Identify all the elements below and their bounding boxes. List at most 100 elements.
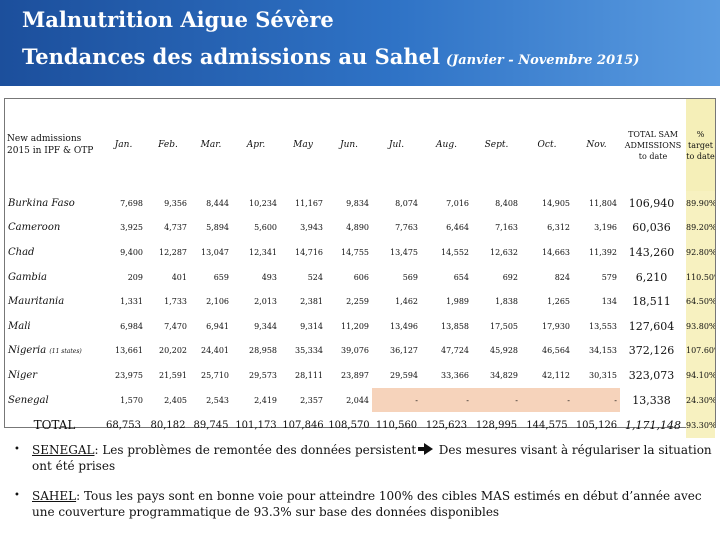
month-value: 21,591 — [159, 370, 187, 380]
month-value: 9,314 — [300, 321, 323, 331]
total-month-value: 125,623 — [425, 419, 468, 431]
month-value: 47,724 — [441, 346, 469, 356]
month-value: 1,570 — [120, 395, 143, 405]
month-value: 6,941 — [206, 321, 229, 331]
month-value: 606 — [353, 272, 369, 282]
month-value: 2,013 — [254, 297, 277, 307]
header-month: Jan. — [114, 140, 133, 150]
table-row: Burkina Faso 7,698 9,356 8,444 10,234 11,167 9… — [5, 191, 715, 216]
month-value: 45,928 — [490, 346, 518, 356]
table-row: Niger 23,975 21,591 25,710 29,573 28,111 23,89… — [5, 363, 715, 388]
note-text-a: : Tous les pays sont en bonne voie pour … — [32, 489, 702, 519]
grand-pct-value: 93.30% — [686, 412, 715, 439]
total-month-value: 107,846 — [282, 419, 324, 431]
country-name: Cameroon — [8, 222, 61, 234]
month-value: 42,112 — [542, 370, 570, 380]
month-value: 401 — [171, 272, 187, 282]
month-value: 9,356 — [164, 198, 187, 208]
month-value: 9,344 — [254, 321, 277, 331]
month-value: 7,163 — [495, 223, 518, 233]
month-value: 17,505 — [490, 321, 518, 331]
month-value: 7,470 — [164, 321, 187, 331]
header-month: Feb. — [158, 140, 178, 150]
month-value: 11,167 — [295, 198, 323, 208]
country-cell: Chad — [5, 240, 101, 265]
country-cell: Nigeria (11 states) — [5, 339, 101, 364]
month-value: 2,405 — [164, 395, 187, 405]
note-key: SENEGAL — [32, 443, 95, 457]
admissions-table: New admissions 2015 in IPF & OTP Jan. Feb… — [5, 99, 715, 439]
header-month: Nov. — [586, 140, 607, 150]
month-value: 39,076 — [341, 346, 369, 356]
month-value: 11,392 — [589, 247, 617, 257]
total-value: 60,036 — [632, 221, 671, 235]
country-cell: Senegal — [5, 388, 101, 413]
title-line-1: Malnutrition Aigue Sévère — [22, 7, 334, 32]
total-value: 18,511 — [632, 295, 671, 309]
month-value: 2,419 — [254, 395, 277, 405]
total-label: TOTAL — [33, 418, 76, 433]
total-month-value: 144,575 — [526, 419, 568, 431]
month-value: 9,834 — [346, 198, 369, 208]
month-value: 13,496 — [390, 321, 418, 331]
month-value: 1,331 — [120, 297, 143, 307]
total-month-value: 108,570 — [328, 419, 370, 431]
pct-value: 89.90% — [686, 191, 715, 216]
month-value: 5,894 — [206, 223, 229, 233]
total-month-value: 101,173 — [235, 419, 277, 431]
note-text-a: : Les problèmes de remontée des données … — [94, 443, 420, 457]
month-value: 579 — [601, 272, 617, 282]
country-cell: Mali — [5, 314, 101, 339]
month-value: 12,287 — [159, 247, 187, 257]
month-value: 24,401 — [201, 346, 229, 356]
month-value: 209 — [127, 272, 143, 282]
month-value: 3,943 — [300, 223, 323, 233]
notes: • SENEGAL: Les problèmes de remontée des… — [14, 442, 714, 534]
month-value: 29,594 — [390, 370, 418, 380]
month-value: 35,334 — [295, 346, 323, 356]
country-name: Mauritania — [8, 296, 65, 308]
header-total: TOTAL SAM ADMISSIONS to date — [624, 129, 682, 161]
country-name: Niger — [8, 369, 38, 381]
admissions-table-frame: New admissions 2015 in IPF & OTP Jan. Feb… — [4, 98, 716, 439]
month-value: 14,755 — [341, 247, 369, 257]
month-value: 11,209 — [341, 321, 369, 331]
total-month-value: 105,126 — [575, 419, 618, 431]
month-value: 493 — [261, 272, 277, 282]
month-value: 4,890 — [346, 223, 369, 233]
title-main: Tendances des admissions au Sahel — [22, 44, 440, 69]
arrow-right-icon — [417, 443, 433, 455]
month-value: 13,858 — [441, 321, 469, 331]
month-value: 36,127 — [390, 346, 418, 356]
country-cell: Burkina Faso — [5, 191, 101, 216]
pct-value: 94.10% — [686, 363, 715, 388]
pct-value: 110.50% — [686, 264, 715, 290]
month-value: 6,312 — [547, 223, 570, 233]
country-name: Gambia — [8, 271, 47, 283]
month-value: 14,716 — [295, 247, 323, 257]
table-row: Gambia 209 401 659 493 524 606 569 654 692 824 579 6… — [5, 264, 715, 290]
month-value: 7,016 — [446, 198, 469, 208]
header-month: Jul. — [388, 140, 405, 150]
country-cell: Gambia — [5, 265, 101, 290]
country-name: Burkina Faso — [8, 197, 75, 209]
total-value: 323,073 — [628, 368, 675, 382]
month-value: 134 — [601, 297, 617, 307]
country-name: Senegal — [8, 394, 49, 406]
header-label: New admissions 2015 in IPF & OTP — [7, 134, 94, 156]
month-value: 8,444 — [206, 198, 229, 208]
pct-value: 89.20% — [686, 215, 715, 241]
table-header: New admissions 2015 in IPF & OTP Jan. Feb… — [5, 99, 715, 191]
month-value: 2,357 — [300, 395, 323, 405]
month-value: 659 — [213, 272, 229, 282]
month-value: 17,930 — [542, 321, 570, 331]
month-value: 569 — [402, 272, 418, 282]
grand-total-value: 1,171,148 — [625, 418, 681, 432]
header-month: Apr. — [246, 140, 266, 150]
pct-value: 93.80% — [686, 313, 715, 339]
total-month-value: 128,995 — [475, 419, 518, 431]
pct-value: 107.60% — [686, 338, 715, 364]
country-name: Nigeria — [8, 345, 47, 357]
header-month: Oct. — [537, 140, 557, 150]
total-month-value: 110,560 — [375, 419, 418, 431]
